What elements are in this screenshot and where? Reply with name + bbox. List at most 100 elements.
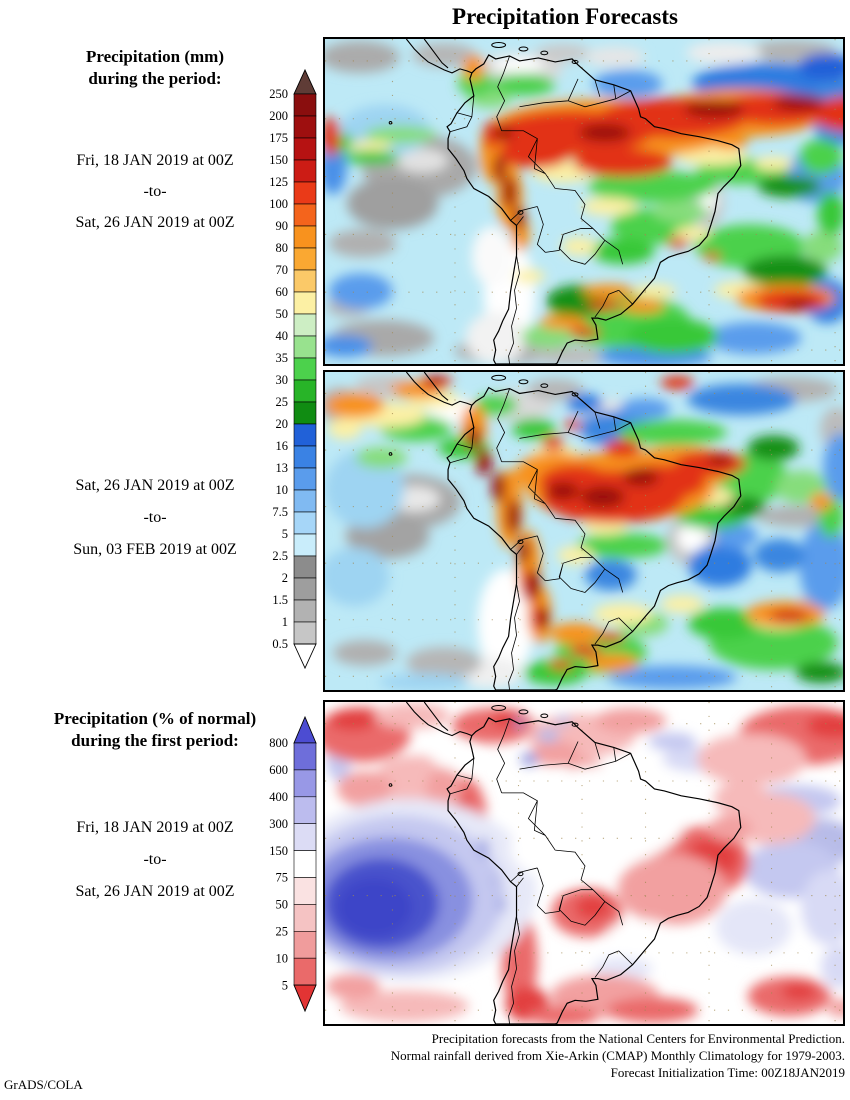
colorbar-segment — [293, 796, 317, 825]
panel1-period-from: Fri, 18 JAN 2019 at 00Z — [76, 152, 234, 169]
footer-notes: Precipitation forecasts from the Nationa… — [391, 1030, 845, 1081]
panel3-period-to: Sat, 26 JAN 2019 at 00Z — [75, 883, 235, 900]
colorbar-segment — [293, 511, 317, 535]
panel3-header-line1: Precipitation (% of normal) — [53, 709, 257, 728]
colorbar-tick-label: 70 — [276, 263, 289, 277]
colorbar-tick-label: 1.5 — [272, 593, 288, 607]
panel3-header-line2: during the first period: — [71, 731, 239, 750]
colorbar-tick-label: 13 — [276, 461, 289, 475]
colorbar-tick-label: 175 — [269, 131, 288, 145]
colorbar-tick-label: 80 — [276, 241, 289, 255]
colorbar-segment — [293, 115, 317, 139]
colorbar-segment — [293, 904, 317, 932]
colorbar-tick-label: 20 — [276, 417, 289, 431]
colorbar-segment — [293, 769, 317, 798]
colorbar-tick-label: 200 — [269, 109, 288, 123]
panel3-period-from: Fri, 18 JAN 2019 at 00Z — [76, 819, 234, 836]
colorbar-segment — [293, 137, 317, 161]
colorbar-tick-label: 150 — [269, 153, 288, 167]
colorbar-tick-label: 100 — [269, 197, 288, 211]
map-percent-normal-canvas — [325, 702, 843, 1024]
panel3-header: Precipitation (% of normal) during the f… — [5, 708, 305, 752]
colorbar-tick-label: 25 — [276, 925, 289, 939]
colorbar-segment — [293, 291, 317, 315]
colorbar-tick-label: 25 — [276, 395, 289, 409]
colorbar-tick-label: 40 — [276, 329, 289, 343]
colorbar-tick-label: 300 — [269, 817, 288, 831]
colorbar-arrow-top — [293, 715, 317, 744]
colorbar-tick-label: 2.5 — [272, 549, 288, 563]
panel3-period-separator: -to- — [143, 851, 167, 868]
colorbar-segment — [293, 335, 317, 359]
colorbar-segment — [293, 489, 317, 513]
colorbar-segment — [293, 467, 317, 491]
panel1-period-separator: -to- — [143, 183, 167, 200]
colorbar-segment — [293, 823, 317, 851]
colorbar-segment — [293, 269, 317, 293]
colorbar-segment — [293, 742, 317, 771]
colorbar-segment — [293, 357, 317, 381]
footer-line-source: Precipitation forecasts from the Nationa… — [431, 1031, 845, 1046]
colorbar-segment — [293, 181, 317, 205]
panel2-period-separator: -to- — [143, 509, 167, 526]
footer-line-init-time: Forecast Initialization Time: 00Z18JAN20… — [610, 1065, 845, 1080]
colorbar-segment — [293, 423, 317, 447]
colorbar-segment — [293, 555, 317, 579]
colorbar-tick-label: 7.5 — [272, 505, 288, 519]
colorbar-segment — [293, 850, 317, 878]
colorbar-tick-label: 35 — [276, 351, 289, 365]
panel1-header-line2: during the period: — [88, 69, 222, 88]
colorbar-arrow-bottom — [293, 984, 317, 1013]
colorbar-tick-label: 800 — [269, 736, 288, 750]
colorbar-tick-label: 2 — [282, 571, 288, 585]
colorbar-segment — [293, 931, 317, 959]
colorbar-segment — [293, 445, 317, 469]
colorbar-arrow-top — [293, 68, 317, 95]
map-panel-percent-normal — [323, 700, 845, 1026]
colorbar-tick-label: 400 — [269, 790, 288, 804]
colorbar-segment — [293, 225, 317, 249]
panel3-period: Fri, 18 JAN 2019 at 00Z -to- Sat, 26 JAN… — [5, 812, 305, 908]
map-precip-period1-canvas — [325, 39, 843, 364]
colorbar-segment — [293, 379, 317, 403]
page-title: Precipitation Forecasts — [452, 4, 678, 29]
panel2-period: Sat, 26 JAN 2019 at 00Z -to- Sun, 03 FEB… — [5, 470, 305, 566]
colorbar-segment — [293, 313, 317, 337]
colorbar-segment — [293, 401, 317, 425]
map-panel-precip-period2 — [323, 370, 845, 692]
colorbar-segment — [293, 577, 317, 601]
colorbar-tick-label: 150 — [269, 844, 288, 858]
footer-line-climatology: Normal rainfall derived from Xie-Arkin (… — [390, 1048, 845, 1063]
colorbar-tick-label: 30 — [276, 373, 289, 387]
colorbar-precip-mm: 2502001751501251009080706050403530252016… — [269, 68, 317, 670]
colorbar-segment — [293, 599, 317, 623]
colorbar-tick-label: 1 — [282, 615, 288, 629]
colorbar-tick-label: 90 — [276, 219, 289, 233]
panel1-header: Precipitation (mm) during the period: — [5, 46, 305, 90]
colorbar-segment — [293, 247, 317, 271]
colorbar-tick-label: 0.5 — [272, 637, 288, 651]
colorbar-tick-label: 5 — [282, 978, 288, 992]
colorbar-percent-normal: 800 600 400 300 150 75 50 25 10 5 — [269, 715, 317, 1013]
map-panel-precip-period1 — [323, 37, 845, 366]
panel1-header-line1: Precipitation (mm) — [85, 47, 224, 66]
colorbar-segment — [293, 159, 317, 183]
panel1-period-to: Sat, 26 JAN 2019 at 00Z — [75, 214, 235, 231]
colorbar-segment — [293, 93, 317, 117]
colorbar-segment — [293, 621, 317, 645]
panel2-period-to: Sun, 03 FEB 2019 at 00Z — [73, 541, 237, 558]
colorbar-tick-label: 10 — [276, 483, 289, 497]
panel1-period: Fri, 18 JAN 2019 at 00Z -to- Sat, 26 JAN… — [5, 145, 305, 238]
colorbar-tick-label: 50 — [276, 307, 289, 321]
colorbar-arrow-bottom — [293, 643, 317, 670]
colorbar-tick-label: 5 — [282, 527, 288, 541]
colorbar-tick-label: 50 — [276, 898, 289, 912]
colorbar-tick-label: 16 — [276, 439, 289, 453]
colorbar-tick-label: 600 — [269, 763, 288, 777]
map-precip-period2-canvas — [325, 372, 843, 690]
colorbar-segment — [293, 877, 317, 905]
colorbar-tick-label: 10 — [276, 951, 289, 965]
colorbar-segment — [293, 533, 317, 557]
colorbar-tick-label: 75 — [276, 871, 289, 885]
colorbar-tick-label: 125 — [269, 175, 288, 189]
